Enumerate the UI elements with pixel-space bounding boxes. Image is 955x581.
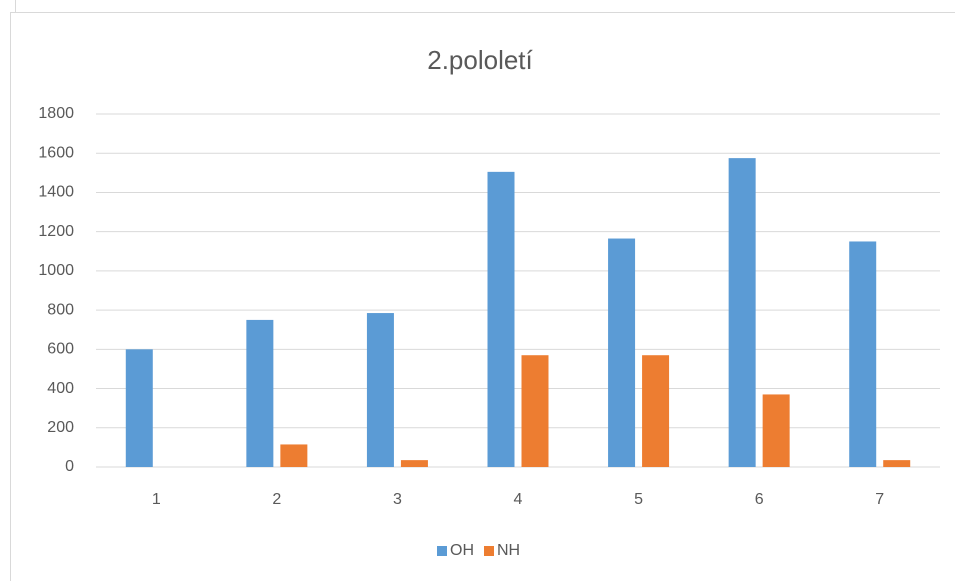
bar	[366, 313, 394, 467]
bar	[125, 349, 153, 467]
chart-title: 2.pololetí	[427, 45, 533, 75]
y-tick-label: 400	[47, 380, 74, 397]
bar	[400, 460, 428, 467]
x-tick-label: 4	[514, 491, 523, 508]
x-tick-label: 2	[272, 491, 281, 508]
y-tick-label: 1000	[38, 262, 74, 279]
bar	[883, 460, 911, 467]
chart-frame	[10, 12, 955, 581]
y-tick-label: 600	[47, 341, 74, 358]
y-tick-label: 800	[47, 301, 74, 318]
y-tick-label: 1400	[38, 184, 74, 201]
y-tick-label: 1200	[38, 223, 74, 240]
x-tick-label: 5	[634, 491, 643, 508]
bar	[642, 355, 670, 467]
legend-swatch	[484, 546, 494, 556]
y-tick-label: 1800	[38, 105, 74, 122]
bar	[849, 241, 877, 467]
bar	[608, 238, 636, 467]
bar	[487, 171, 515, 467]
bar	[246, 319, 274, 467]
y-tick-label: 0	[65, 458, 74, 475]
bar	[762, 394, 790, 467]
legend-label: NH	[497, 542, 520, 559]
x-tick-label: 6	[755, 491, 764, 508]
x-tick-label: 3	[393, 491, 402, 508]
y-tick-label: 200	[47, 419, 74, 436]
legend-swatch	[437, 546, 447, 556]
legend-label: OH	[450, 542, 474, 559]
y-tick-label: 1600	[38, 144, 74, 161]
x-tick-label: 1	[152, 491, 161, 508]
x-tick-label: 7	[875, 491, 884, 508]
bar	[280, 444, 308, 467]
bar	[521, 355, 549, 467]
bar	[728, 158, 756, 467]
